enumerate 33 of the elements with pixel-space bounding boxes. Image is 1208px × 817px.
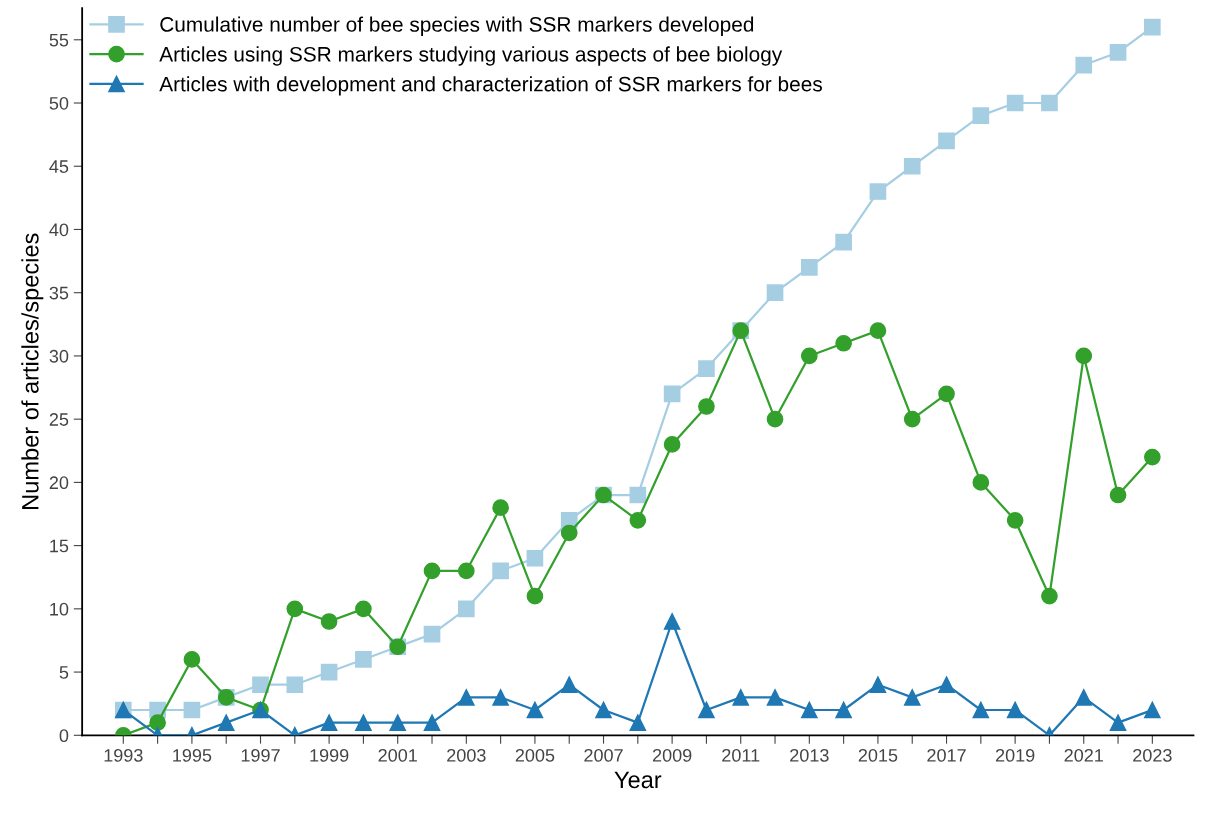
x-tick-label: 2007 bbox=[584, 748, 623, 762]
y-tick-label: 5 bbox=[59, 666, 69, 679]
y-tick-label: 35 bbox=[49, 286, 69, 300]
x-tick-label: 2009 bbox=[652, 748, 692, 762]
y-axis-title: Number of articles/species bbox=[21, 233, 44, 509]
x-tick-label: 1995 bbox=[173, 748, 212, 762]
legend-label: Cumulative number of bee species with SSR markers developed bbox=[160, 16, 754, 36]
y-tick-label: 30 bbox=[49, 349, 69, 363]
x-tick-label: 2013 bbox=[790, 748, 829, 762]
x-tick-label: 1993 bbox=[104, 748, 143, 762]
x-axis-title: Year bbox=[614, 771, 662, 789]
x-tick-label: 2011 bbox=[722, 748, 760, 762]
x-tick-label: 2003 bbox=[447, 748, 486, 762]
y-tick-label: 15 bbox=[50, 539, 69, 553]
x-tick-label: 2023 bbox=[1133, 748, 1172, 762]
x-tick-label: 2005 bbox=[515, 748, 555, 762]
x-tick-label: 1997 bbox=[241, 748, 280, 762]
y-tick-label: 40 bbox=[49, 223, 69, 237]
y-tick-label: 20 bbox=[49, 476, 69, 490]
x-tick-label: 2019 bbox=[995, 748, 1035, 762]
legend-label: Articles with development and characterization of SSR markers for bees bbox=[159, 76, 822, 96]
x-tick-label: 2001 bbox=[378, 748, 417, 762]
legend-label: Articles using SSR markers studying various aspects of bee biology bbox=[159, 46, 783, 66]
y-tick-label: 10 bbox=[50, 602, 69, 616]
y-tick-label: 50 bbox=[49, 96, 69, 110]
y-tick-label: 55 bbox=[49, 33, 69, 47]
x-tick-label: 2015 bbox=[858, 748, 898, 762]
y-tick-label: 0 bbox=[59, 729, 69, 743]
y-tick-label: 25 bbox=[49, 413, 69, 426]
x-tick-label: 2017 bbox=[927, 748, 966, 762]
x-tick-label: 2021 bbox=[1064, 748, 1103, 762]
y-tick-label: 45 bbox=[49, 160, 69, 173]
x-tick-label: 1999 bbox=[310, 748, 349, 762]
